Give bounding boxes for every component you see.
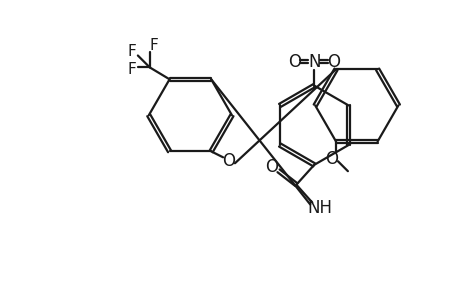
Text: O: O — [325, 150, 338, 168]
Text: O: O — [327, 53, 340, 71]
Text: O: O — [264, 158, 278, 176]
Text: NH: NH — [307, 200, 332, 217]
Text: N: N — [307, 53, 320, 71]
Text: F: F — [127, 44, 136, 59]
Text: O: O — [222, 152, 235, 170]
Text: O: O — [287, 53, 300, 71]
Text: F: F — [149, 38, 158, 53]
Text: F: F — [127, 62, 136, 77]
